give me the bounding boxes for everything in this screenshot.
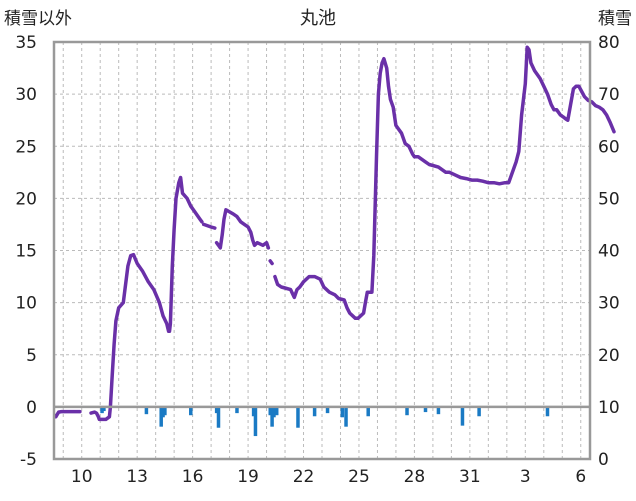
right-tick-label: 0 <box>598 450 609 470</box>
x-tick-label: 19 <box>237 467 259 487</box>
snow-depth-series <box>53 45 616 422</box>
bar <box>272 406 276 418</box>
bar <box>102 406 106 412</box>
bar-series <box>100 406 550 437</box>
bar <box>270 406 274 427</box>
tick-labels: -5 0 5 10 15 20 25 30 35 0 10 20 30 40 50 60 70 80 10 13 16 1… <box>15 33 619 487</box>
x-tick-label: 28 <box>404 467 426 487</box>
right-tick-label: 50 <box>598 189 620 209</box>
bar <box>436 406 441 415</box>
plot-frame <box>52 40 592 461</box>
chart-title: 丸池 <box>300 8 336 29</box>
left-tick-label: 15 <box>15 242 37 262</box>
x-tick-label: 6 <box>575 467 586 487</box>
bar <box>366 406 370 417</box>
right-tick-label: 10 <box>598 398 620 418</box>
bar <box>189 406 193 416</box>
x-tick-label: 16 <box>182 467 204 487</box>
x-tick-label: 25 <box>348 467 370 487</box>
left-tick-label: 0 <box>26 398 37 418</box>
bar <box>144 406 149 415</box>
bar <box>235 406 239 414</box>
bar <box>251 406 256 417</box>
x-tick-label: 22 <box>293 467 315 487</box>
bar <box>159 406 163 427</box>
series-line <box>214 208 271 250</box>
left-tick-label: -5 <box>20 450 37 470</box>
x-tick-label: 31 <box>459 467 481 487</box>
bar <box>545 406 550 417</box>
x-tick-label: 13 <box>126 467 148 487</box>
right-tick-label: 80 <box>598 33 620 53</box>
bar <box>253 406 258 437</box>
right-axis-label: 積雪 <box>598 9 632 29</box>
bar <box>268 406 272 416</box>
x-tick-label: 3 <box>520 467 531 487</box>
right-tick-label: 70 <box>598 85 620 105</box>
left-tick-label: 20 <box>15 189 37 209</box>
right-tick-label: 40 <box>598 242 620 262</box>
bar <box>477 406 481 417</box>
bar <box>312 406 317 417</box>
left-tick-label: 10 <box>15 294 37 314</box>
x-tick-label: 10 <box>71 467 93 487</box>
axes <box>52 40 592 461</box>
bar <box>163 406 167 416</box>
bar <box>216 406 221 428</box>
series-line <box>273 45 616 321</box>
bar <box>405 406 409 416</box>
bar <box>423 406 428 413</box>
bar <box>274 406 279 416</box>
bar <box>325 406 330 414</box>
left-tick-label: 30 <box>15 85 37 105</box>
bar <box>214 406 219 414</box>
left-tick-label: 5 <box>26 346 37 366</box>
bar <box>344 406 348 427</box>
bar <box>296 406 300 428</box>
bar <box>161 406 165 418</box>
right-tick-label: 20 <box>598 346 620 366</box>
right-tick-label: 30 <box>598 294 620 314</box>
left-tick-label: 25 <box>15 137 37 157</box>
bar <box>100 406 104 414</box>
bar <box>340 406 345 418</box>
grid <box>54 42 590 459</box>
left-axis-label: 積雪以外 <box>4 9 72 29</box>
series-line <box>201 222 217 230</box>
series-line <box>53 409 82 419</box>
bar <box>460 406 465 426</box>
right-tick-label: 60 <box>598 137 620 157</box>
series-line <box>89 175 204 422</box>
series-line <box>268 259 274 266</box>
left-tick-label: 35 <box>15 33 37 53</box>
